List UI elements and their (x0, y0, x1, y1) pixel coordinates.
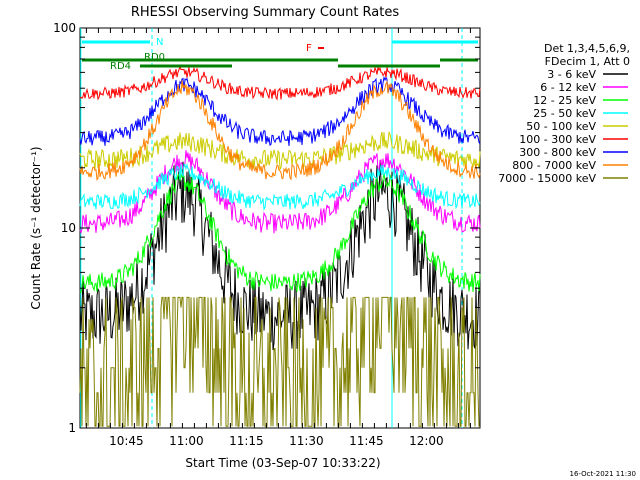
x-ticks: 10:45 11:00 11:15 11:30 11:45 12:00 (85, 28, 471, 448)
x-tick-label: 10:45 (109, 434, 144, 448)
legend-entry-label: 300 - 800 keV (519, 146, 596, 159)
series-line-6 (79, 75, 481, 147)
flag-label-n: N (156, 37, 163, 48)
series-line-5 (79, 65, 481, 101)
legend-entry-label: 7000 - 15000 keV (498, 172, 596, 185)
x-axis-label: Start Time (03-Sep-07 10:33:22) (185, 456, 380, 470)
x-tick-label: 12:00 (409, 434, 444, 448)
x-tick-label: 11:00 (169, 434, 204, 448)
series-line-7 (79, 80, 481, 181)
legend-header-line-2: FDecim 1, Att 0 (545, 55, 630, 68)
x-tick-label: 11:30 (289, 434, 324, 448)
flag-label-rd0: RD0 (144, 52, 165, 63)
legend-entry-label: 3 - 6 keV (547, 68, 596, 81)
y-tick-label: 1 (68, 421, 76, 435)
flag-label-rd4: RD4 (110, 61, 131, 72)
legend-entry-label: 6 - 12 keV (540, 81, 596, 94)
chart-title: RHESSI Observing Summary Count Rates (131, 5, 400, 20)
legend-entry-label: 50 - 100 keV (526, 120, 596, 133)
legend-entry-label: 800 - 7000 keV (512, 159, 596, 172)
series-line-2 (79, 172, 481, 294)
legend: Det 1,3,4,5,6,9, FDecim 1, Att 0 3 - 6 k… (498, 42, 630, 185)
y-axis-label: Count Rate (s⁻¹ detector⁻¹) (29, 146, 43, 309)
x-tick-label: 11:15 (229, 434, 264, 448)
y-tick-label: 10 (61, 221, 76, 235)
footer-timestamp: 16-Oct-2021 11:30 (570, 470, 636, 478)
series-layer (79, 65, 481, 427)
legend-entry-label: 100 - 300 keV (519, 133, 596, 146)
x-tick-label: 11:45 (349, 434, 384, 448)
flag-layer: N F RD0 RD4 (82, 37, 478, 72)
series-line-4 (79, 131, 481, 171)
flag-label-f: F (306, 43, 312, 54)
legend-header-line-1: Det 1,3,4,5,6,9, (544, 42, 630, 55)
y-ticks: 1 10 100 (53, 21, 480, 435)
legend-entry-label: 25 - 50 keV (533, 107, 596, 120)
series-line-3 (79, 162, 481, 211)
y-tick-label: 100 (53, 21, 76, 35)
series-line-8 (79, 296, 480, 427)
legend-entry-label: 12 - 25 keV (533, 94, 596, 107)
